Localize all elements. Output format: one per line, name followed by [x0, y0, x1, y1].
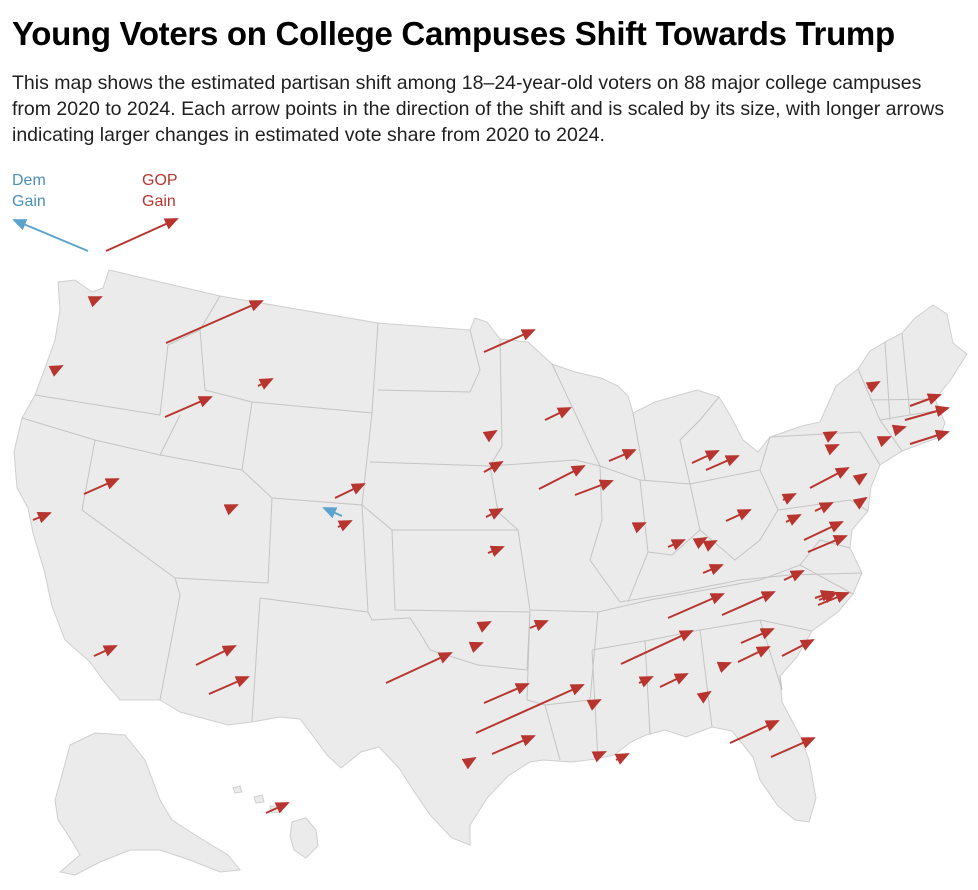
- gop-arrow: [586, 699, 602, 711]
- gop-arrow: [476, 621, 492, 633]
- gop-arrow: [620, 630, 694, 665]
- gop-arrow: [265, 802, 290, 814]
- gop-arrow: [482, 429, 498, 443]
- gop-arrow: [691, 450, 720, 464]
- gop-arrow: [631, 522, 647, 534]
- alaska-shape: [54, 732, 241, 876]
- gop-arrow: [485, 508, 504, 520]
- gop-arrow: [544, 407, 572, 421]
- gop-arrow: [781, 639, 815, 657]
- gop-arrow: [781, 493, 797, 505]
- legend-gop-arrow: [105, 218, 179, 252]
- gop-arrow: [865, 381, 881, 394]
- gop-arrow: [483, 683, 530, 704]
- gop-arrow: [770, 737, 816, 758]
- legend-dem-gain-label: Dem Gain: [12, 172, 46, 210]
- chart-title: Young Voters on College Campuses Shift T…: [12, 15, 895, 52]
- gop-arrow: [809, 467, 850, 489]
- gop-arrow: [876, 436, 892, 448]
- hawaii-shape: [232, 785, 319, 859]
- gop-arrow: [468, 641, 484, 654]
- chart-subtitle: This map shows the estimated partisan sh…: [12, 72, 945, 146]
- gop-arrow: [721, 591, 776, 616]
- gop-arrow: [702, 540, 718, 552]
- gop-arrow: [491, 735, 536, 755]
- gop-arrow: [807, 535, 848, 553]
- gop-arrow: [385, 652, 453, 684]
- dem-shift-arrows: [322, 507, 343, 519]
- state-borders: [21, 295, 941, 761]
- gop-arrow: [334, 483, 366, 499]
- gop-shift-arrows: [32, 296, 950, 814]
- gop-arrow: [475, 684, 585, 734]
- gop-arrow: [667, 593, 725, 619]
- gop-arrow: [591, 751, 607, 763]
- gop-arrow: [164, 396, 213, 418]
- gop-arrow: [83, 478, 120, 495]
- gop-arrow: [195, 645, 237, 666]
- gop-arrow: [702, 564, 724, 576]
- gop-arrow: [659, 673, 689, 688]
- gop-arrow: [614, 753, 630, 765]
- gop-arrow: [705, 455, 740, 471]
- gop-arrow: [785, 514, 802, 526]
- gop-arrow: [852, 496, 868, 510]
- gop-arrow: [783, 570, 805, 582]
- gop-arrow: [803, 521, 844, 541]
- gop-arrow: [165, 300, 264, 344]
- gop-arrow: [818, 592, 838, 604]
- gop-arrow: [483, 329, 536, 353]
- gop-arrow: [337, 520, 353, 532]
- dem-arrow: [322, 507, 343, 519]
- gop-arrow: [529, 620, 549, 632]
- gop-arrow: [692, 537, 708, 550]
- gop-arrow: [667, 539, 686, 551]
- gop-arrow: [574, 479, 614, 496]
- legend-gop-gain-label: GOP Gain: [142, 172, 178, 210]
- us-lower48-shape: [13, 269, 968, 846]
- gop-arrow: [223, 504, 239, 516]
- gop-arrow: [904, 405, 950, 421]
- gop-arrow: [891, 424, 907, 437]
- gop-arrow: [822, 431, 838, 443]
- gop-arrow: [716, 661, 732, 674]
- gop-arrow: [487, 545, 505, 558]
- gop-arrow: [208, 676, 250, 695]
- gop-arrow: [461, 756, 477, 770]
- gop-arrow: [824, 444, 840, 456]
- gop-arrow: [729, 720, 780, 744]
- gop-arrow: [696, 690, 712, 704]
- gop-arrow: [483, 461, 504, 474]
- legend-dem-arrow: [12, 219, 89, 252]
- gop-arrow: [725, 509, 752, 522]
- gop-arrow: [852, 472, 868, 486]
- gop-arrow: [87, 296, 103, 308]
- gop-arrow: [608, 449, 637, 462]
- gop-arrow: [909, 393, 942, 407]
- gop-arrow: [257, 378, 274, 390]
- gop-arrow: [93, 645, 118, 657]
- gop-arrow: [909, 429, 950, 445]
- gop-arrow: [814, 502, 834, 514]
- gop-arrow: [737, 646, 771, 663]
- gop-arrow: [740, 628, 775, 644]
- gop-arrow: [538, 465, 586, 490]
- gop-arrow: [32, 512, 52, 524]
- gop-arrow: [48, 365, 64, 377]
- gop-arrow: [638, 676, 654, 688]
